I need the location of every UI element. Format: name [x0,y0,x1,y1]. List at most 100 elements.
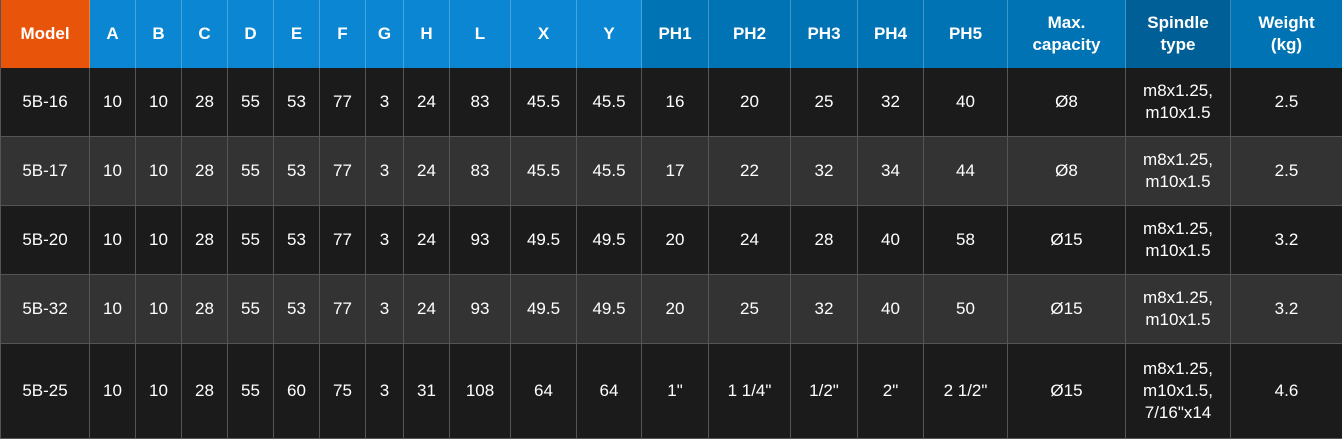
column-header-h: H [403,0,450,68]
table-cell: 17 [641,136,709,206]
table-cell: 55 [227,343,274,439]
column-header-weight-kg: Weight (kg) [1230,0,1342,68]
table-cell: 77 [319,274,366,344]
column-header-c: C [181,0,228,68]
table-cell: 45.5 [576,68,642,137]
table-cell: 28 [181,274,228,344]
table-cell: 24 [403,68,450,137]
table-cell: 64 [510,343,577,439]
table-cell: 49.5 [510,274,577,344]
table-cell: 53 [273,274,320,344]
table-cell: 5B-16 [0,68,90,137]
table-cell: 10 [89,274,136,344]
table-cell: 2 1/2" [923,343,1008,439]
table-cell: 28 [181,136,228,206]
table-cell: 28 [181,205,228,275]
table-cell: 77 [319,68,366,137]
table-cell: 60 [273,343,320,439]
table-row: 5B-25 10 10 28 55 60 75 3 31 108 64 64 1" 1 1/4" 1/2" 2… [0,343,1342,439]
table-cell: 2.5 [1230,136,1342,206]
table-cell: 58 [923,205,1008,275]
table-cell: 64 [576,343,642,439]
table-cell: 31 [403,343,450,439]
table-cell: 22 [708,136,791,206]
column-header-b: B [135,0,182,68]
table-cell: 83 [449,136,511,206]
table-cell: 10 [89,205,136,275]
column-header-a: A [89,0,136,68]
table-cell: 53 [273,136,320,206]
table-cell: 3.2 [1230,205,1342,275]
column-header-model: Model [0,0,90,68]
table-cell: 24 [403,274,450,344]
table-cell: 49.5 [510,205,577,275]
table-cell: 24 [708,205,791,275]
table-cell: m8x1.25, m10x1.5, 7/16"x14 [1125,343,1231,439]
table-cell: 28 [181,68,228,137]
table-cell: 77 [319,205,366,275]
table-cell: 40 [923,68,1008,137]
table-cell: 55 [227,205,274,275]
column-header-ph2: PH2 [708,0,791,68]
column-header-y: Y [576,0,642,68]
column-header-l: L [449,0,511,68]
column-header-d: D [227,0,274,68]
table-cell: 32 [790,136,858,206]
table-cell: 3 [365,343,404,439]
table-cell: 40 [857,205,924,275]
table-cell: 55 [227,274,274,344]
table-row: 5B-17 10 10 28 55 53 77 3 24 83 45.5 45.5 17 22 32 34 44… [0,136,1342,206]
table-cell: Ø8 [1007,136,1126,206]
table-cell: 5B-25 [0,343,90,439]
table-cell: 75 [319,343,366,439]
table-cell: 10 [135,205,182,275]
table-cell: m8x1.25, m10x1.5 [1125,68,1231,137]
table-cell: 45.5 [510,68,577,137]
table-cell: 10 [89,343,136,439]
table-cell: 10 [135,68,182,137]
table-cell: 2.5 [1230,68,1342,137]
table-cell: 10 [89,68,136,137]
table-cell: 55 [227,136,274,206]
table-cell: Ø15 [1007,274,1126,344]
table-cell: 5B-20 [0,205,90,275]
table-cell: m8x1.25, m10x1.5 [1125,205,1231,275]
table-cell: Ø8 [1007,68,1126,137]
table-cell: 50 [923,274,1008,344]
table-cell: 32 [857,68,924,137]
table-row: 5B-32 10 10 28 55 53 77 3 24 93 49.5 49.5 20 25 32 40 50… [0,274,1342,344]
table-cell: 93 [449,205,511,275]
table-cell: 3 [365,68,404,137]
column-header-g: G [365,0,404,68]
column-header-f: F [319,0,366,68]
table-cell: 16 [641,68,709,137]
table-cell: 40 [857,274,924,344]
table-cell: Ø15 [1007,205,1126,275]
column-header-ph5: PH5 [923,0,1008,68]
table-cell: 25 [708,274,791,344]
table-cell: 10 [135,343,182,439]
table-cell: 49.5 [576,274,642,344]
table-cell: 10 [135,274,182,344]
table-cell: 1" [641,343,709,439]
column-header-e: E [273,0,320,68]
column-header-x: X [510,0,577,68]
table-cell: 32 [790,274,858,344]
table-cell: 20 [641,274,709,344]
table-cell: 49.5 [576,205,642,275]
table-cell: 24 [403,205,450,275]
table-cell: 3 [365,274,404,344]
table-cell: 1/2" [790,343,858,439]
table-cell: 4.6 [1230,343,1342,439]
table-cell: 77 [319,136,366,206]
table-cell: 28 [790,205,858,275]
column-header-spindle-type: Spindle type [1125,0,1231,68]
table-cell: 45.5 [510,136,577,206]
table-cell: 45.5 [576,136,642,206]
table-cell: 5B-17 [0,136,90,206]
table-cell: 5B-32 [0,274,90,344]
table-cell: 3 [365,205,404,275]
table-cell: 24 [403,136,450,206]
table-cell: m8x1.25, m10x1.5 [1125,274,1231,344]
